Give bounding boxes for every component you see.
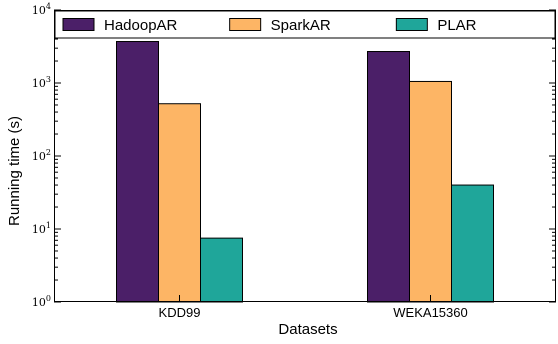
x-tick-label: WEKA15360 <box>393 305 467 320</box>
legend: HadoopAR SparkAR PLAR <box>54 10 556 39</box>
legend-label: SparkAR <box>271 17 331 34</box>
legend-swatch <box>229 18 262 31</box>
legend-box <box>54 10 556 39</box>
y-axis-title: Running time (s) <box>6 116 23 226</box>
y-tick-label: 102 <box>32 148 51 163</box>
y-tick-label: 100 <box>32 294 51 309</box>
legend-label: HadoopAR <box>104 17 178 34</box>
x-axis-title: Datasets <box>278 321 337 338</box>
bar-plar-kdd99 <box>200 237 243 303</box>
legend-label: PLAR <box>437 17 476 34</box>
y-tick-label: 101 <box>32 221 51 236</box>
legend-swatch <box>62 18 95 31</box>
bars-group <box>116 41 494 303</box>
x-axis: KDD99 WEKA15360 <box>159 10 468 320</box>
bar-hadoopar-weka15360 <box>367 51 410 303</box>
bar-sparkar-kdd99 <box>158 103 201 303</box>
y-tick-label: 104 <box>32 2 51 17</box>
legend-swatch <box>395 18 428 31</box>
x-tick-label: KDD99 <box>159 305 201 320</box>
bar-plar-weka15360 <box>451 184 494 303</box>
bar-sparkar-weka15360 <box>409 80 452 303</box>
bar-hadoopar-kdd99 <box>116 41 159 303</box>
y-tick-label: 103 <box>32 75 51 90</box>
